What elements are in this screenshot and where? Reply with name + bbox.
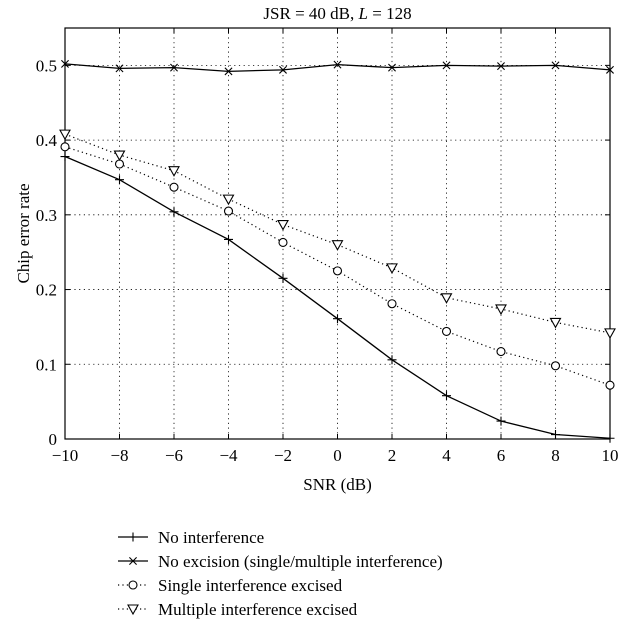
data-point-marker bbox=[170, 63, 178, 72]
data-point-marker bbox=[223, 206, 234, 216]
data-point-marker bbox=[60, 142, 70, 152]
data-point-marker bbox=[604, 328, 616, 340]
chart-title: JSR = 40 dB, L = 128 bbox=[263, 4, 411, 23]
y-tick-label: 0.1 bbox=[36, 355, 57, 374]
series-line bbox=[64, 146, 611, 386]
y-tick-label: 0.5 bbox=[36, 56, 57, 75]
x-tick-label: 0 bbox=[333, 446, 342, 465]
x-tick-label: −8 bbox=[110, 446, 128, 465]
data-point-marker bbox=[551, 430, 560, 440]
data-point-marker bbox=[222, 194, 235, 206]
data-point-marker bbox=[333, 314, 342, 324]
title-part: L bbox=[358, 4, 368, 23]
legend-label: No excision (single/multiple interferenc… bbox=[158, 552, 443, 571]
series-line bbox=[64, 133, 611, 334]
y-axis-title: Chip error rate bbox=[14, 183, 33, 283]
data-point-marker bbox=[224, 234, 233, 244]
legend-item: No excision (single/multiple interferenc… bbox=[118, 552, 443, 571]
data-point-marker bbox=[169, 182, 179, 192]
series-line bbox=[64, 155, 611, 439]
data-point-marker bbox=[495, 304, 507, 316]
data-point-marker bbox=[332, 266, 343, 276]
legend-item: No interference bbox=[118, 528, 264, 547]
data-point-marker bbox=[605, 380, 615, 390]
x-tick-label: 4 bbox=[442, 446, 451, 465]
data-point-marker bbox=[388, 63, 396, 72]
data-point-marker bbox=[605, 433, 615, 443]
data-point-marker bbox=[278, 237, 288, 248]
y-tick-label: 0.2 bbox=[36, 281, 57, 300]
data-point-marker bbox=[277, 219, 289, 231]
data-point-marker bbox=[550, 361, 561, 371]
legend-label: No interference bbox=[158, 528, 264, 547]
data-point-marker bbox=[128, 532, 138, 542]
series-group bbox=[59, 59, 616, 443]
data-point-marker bbox=[497, 62, 505, 71]
y-tick-label: 0.3 bbox=[36, 206, 57, 225]
title-part: = 128 bbox=[368, 4, 412, 23]
data-point-marker bbox=[333, 60, 342, 69]
x-tick-label: 2 bbox=[388, 446, 397, 465]
legend-label: Multiple interference excised bbox=[158, 600, 358, 619]
x-tick-label: −4 bbox=[219, 446, 238, 465]
data-point-marker bbox=[387, 355, 397, 365]
data-point-marker bbox=[224, 67, 233, 76]
data-point-marker bbox=[279, 65, 287, 74]
x-tick-label: 8 bbox=[551, 446, 560, 465]
data-point-marker bbox=[386, 263, 398, 275]
legend-label: Single interference excised bbox=[158, 576, 343, 595]
y-tick-label: 0.4 bbox=[36, 131, 58, 150]
data-point-marker bbox=[387, 299, 397, 309]
legend-item: Single interference excised bbox=[118, 576, 343, 595]
data-point-marker bbox=[440, 293, 453, 304]
data-point-marker bbox=[551, 61, 560, 70]
data-point-marker bbox=[606, 65, 614, 74]
axis-ticks: −10 −8 −6 −4 −2 0 2 4 6 8 10 0 0.1 0.2 0.3 0.4 0.5 bbox=[36, 28, 619, 465]
data-point-marker bbox=[115, 64, 124, 73]
data-point-marker bbox=[168, 166, 180, 177]
data-point-marker bbox=[442, 61, 451, 70]
data-point-marker bbox=[114, 159, 125, 169]
y-tick-label: 0 bbox=[49, 430, 58, 449]
title-part: JSR = 40 dB, bbox=[263, 4, 358, 23]
series-triangle-down bbox=[59, 129, 616, 340]
series-circle bbox=[60, 142, 615, 390]
data-point-marker bbox=[496, 347, 506, 357]
x-tick-label: −6 bbox=[165, 446, 183, 465]
grid bbox=[65, 28, 610, 439]
legend-item: Multiple interference excised bbox=[118, 600, 358, 619]
data-point-marker bbox=[278, 273, 288, 283]
data-point-marker bbox=[441, 326, 452, 336]
data-point-marker bbox=[128, 580, 138, 590]
x-axis-title: SNR (dB) bbox=[303, 475, 371, 494]
series-plus bbox=[60, 152, 615, 443]
data-point-marker bbox=[549, 317, 562, 329]
data-point-marker bbox=[59, 129, 71, 141]
data-point-marker bbox=[331, 240, 344, 251]
data-point-marker bbox=[60, 152, 70, 162]
data-point-marker bbox=[442, 391, 451, 401]
data-point-marker bbox=[127, 604, 139, 616]
series-x bbox=[61, 59, 614, 76]
legend: No interference No excision (single/multi… bbox=[118, 528, 443, 619]
x-tick-label: −2 bbox=[274, 446, 292, 465]
data-point-marker bbox=[115, 175, 124, 185]
data-point-marker bbox=[169, 207, 179, 217]
x-tick-label: −10 bbox=[52, 446, 79, 465]
x-tick-label: 10 bbox=[602, 446, 619, 465]
data-point-marker bbox=[61, 59, 69, 68]
data-point-marker bbox=[113, 150, 126, 162]
data-point-marker bbox=[129, 557, 137, 565]
data-point-marker bbox=[496, 416, 506, 426]
x-tick-label: 6 bbox=[497, 446, 506, 465]
